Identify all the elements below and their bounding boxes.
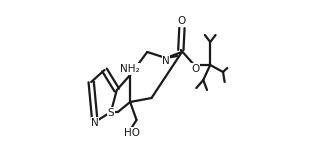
Text: S: S <box>108 108 114 118</box>
Text: NH₂: NH₂ <box>120 64 140 74</box>
Text: N: N <box>91 118 99 128</box>
Text: O: O <box>178 16 186 26</box>
Text: N: N <box>162 56 170 66</box>
Text: O: O <box>191 64 199 74</box>
Text: HO: HO <box>124 128 140 138</box>
